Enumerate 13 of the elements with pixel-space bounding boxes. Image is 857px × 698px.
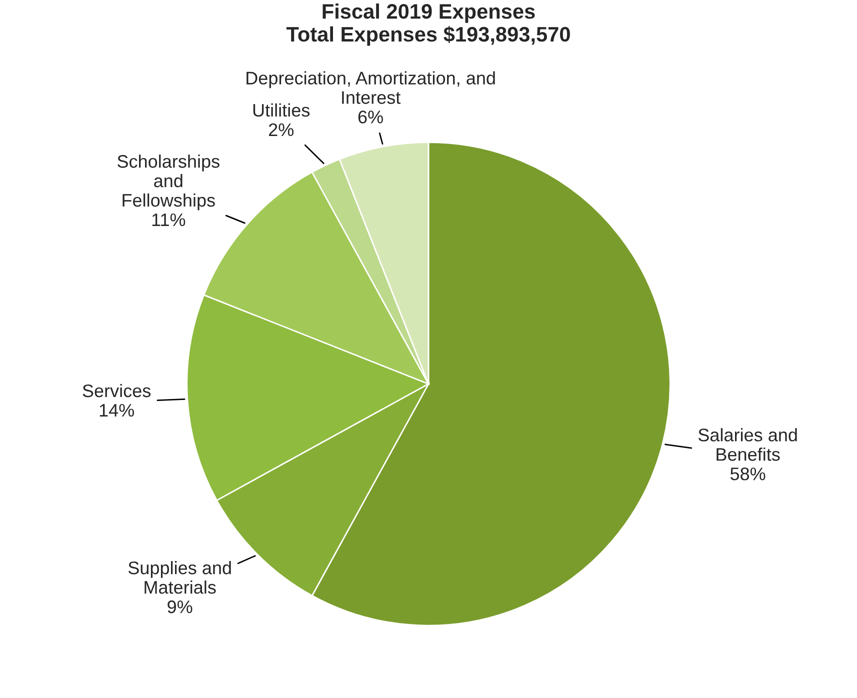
chart-title: Fiscal 2019 Expenses Total Expenses $193,893,570: [286, 3, 570, 46]
data-label: 2%: [268, 123, 294, 136]
data-label: 6%: [358, 110, 383, 124]
slice-label: Salaries and Benefits: [698, 428, 797, 461]
data-label: 14%: [100, 404, 134, 417]
data-label: 9%: [168, 600, 192, 614]
data-label: 11%: [152, 213, 186, 226]
slice-label: Supplies and Materials: [128, 561, 231, 594]
slice-label: Depreciation, Amortization, and Interest: [246, 71, 495, 104]
data-label: 58%: [730, 468, 766, 480]
slice-label: Services: [82, 384, 151, 398]
slice-label: Utilities: [253, 103, 310, 117]
slice-label: Scholarships and Fellowships: [118, 154, 220, 210]
